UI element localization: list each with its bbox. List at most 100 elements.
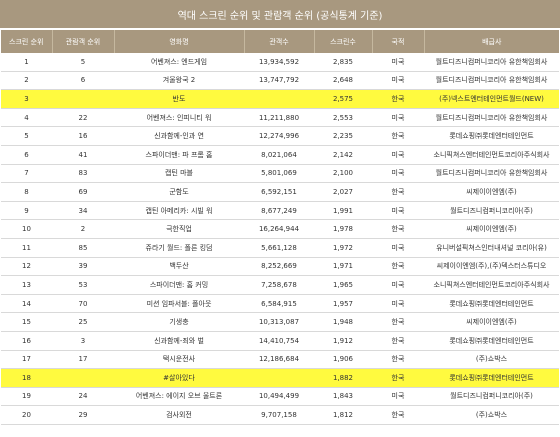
distributor-cell: 롯데쇼핑㈜롯데엔터테인먼트 xyxy=(449,336,534,345)
movie-title-cell: 쥬라기 월드: 폴른 킹덤 xyxy=(145,243,213,252)
screen-count-cell: 1,843 xyxy=(332,392,354,401)
audience-count-cell xyxy=(244,368,314,388)
audience-rank-cell: 22 xyxy=(78,113,88,122)
movie-title-cell: 어벤져스: 엔드게임 xyxy=(150,57,208,66)
screen-count-cell: 1,957 xyxy=(332,299,354,308)
table-row: 10 2 극한직업 16,264,944 1,978 한국 씨제이이엔엠(주) xyxy=(1,220,559,239)
audience-count-cell: 5,801,069 xyxy=(261,169,297,178)
audience-count-cell: 8,252,669 xyxy=(261,262,297,271)
movie-title-cell: 캡틴 마블 xyxy=(165,169,193,178)
audience-count-cell: 8,677,249 xyxy=(261,206,297,215)
screen-rank-cell: 3 xyxy=(1,89,52,109)
screen-rank-cell: 18 xyxy=(1,368,52,388)
col-header-audience-rank: 관람객 순위 xyxy=(51,30,114,53)
movie-title-cell: 신과함께-죄와 벌 xyxy=(154,336,204,345)
table-row: 16 3 신과함께-죄와 벌 14,410,754 1,912 한국 롯데쇼핑㈜롯데엔터테인… xyxy=(1,331,559,350)
audience-count-cell: 6,592,151 xyxy=(261,187,297,196)
movie-title-cell: 검사외전 xyxy=(166,411,192,420)
audience-rank-cell xyxy=(52,89,114,109)
audience-rank-cell: 3 xyxy=(80,336,86,345)
screen-count-cell: 2,553 xyxy=(332,113,354,122)
country-cell: 미국 xyxy=(391,392,405,401)
country-cell: 한국 xyxy=(391,132,405,141)
table-row: 15 25 기생충 10,313,087 1,948 한국 씨제이이엔엠(주) xyxy=(1,313,559,332)
country-cell: 한국 xyxy=(391,336,405,345)
table-row: 12 39 백두산 8,252,669 1,971 한국 씨제이이엔엠(주),(주)덱스터스… xyxy=(1,257,559,276)
table-row: 2 6 겨울왕국 2 13,747,792 2,648 미국 월트디즈니컴퍼니코리아 유한책… xyxy=(1,71,559,90)
audience-count-cell: 10,494,499 xyxy=(258,392,300,401)
audience-rank-cell: 29 xyxy=(78,411,88,420)
screen-count-cell: 1,812 xyxy=(332,411,354,420)
distributor-cell: 소니픽쳐스엔터테인먼트코리아주식회사 xyxy=(433,280,550,289)
audience-rank-cell: 17 xyxy=(78,355,88,364)
screen-count-cell: 1,978 xyxy=(332,225,354,234)
screen-rank-cell: 14 xyxy=(22,299,31,308)
screen-count-cell: 1,972 xyxy=(332,243,354,252)
screen-count-cell: 2,575 xyxy=(314,89,372,109)
screen-rank-cell: 11 xyxy=(22,243,31,252)
table-row: 13 53 스파이더맨: 홈 커밍 7,258,678 1,965 미국 소니픽쳐스엔터테인… xyxy=(1,276,559,295)
audience-count-cell: 13,747,792 xyxy=(258,76,300,85)
screen-rank-cell: 5 xyxy=(24,132,29,141)
audience-count-cell xyxy=(244,89,314,109)
audience-rank-cell: 16 xyxy=(78,132,88,141)
audience-rank-cell: 5 xyxy=(80,57,86,66)
distributor-cell: 월트디즈니컴퍼니코리아 유한책임회사 xyxy=(435,169,548,178)
audience-count-cell: 14,410,754 xyxy=(258,336,300,345)
distributor-cell: 롯데쇼핑㈜롯데엔터테인먼트 xyxy=(449,299,534,308)
audience-count-cell: 12,274,996 xyxy=(258,132,300,141)
table-row: 17 17 택시운전사 12,186,684 1,906 한국 (주)쇼박스 xyxy=(1,350,559,369)
audience-rank-cell: 70 xyxy=(78,299,88,308)
country-cell: 한국 xyxy=(391,411,405,420)
movie-title-cell: 반도 xyxy=(114,89,244,109)
country-cell: 미국 xyxy=(391,243,405,252)
table-row: 8 69 군함도 6,592,151 2,027 한국 씨제이이엔엠(주) xyxy=(1,183,559,202)
table-row: 7 83 캡틴 마블 5,801,069 2,100 미국 월트디즈니컴퍼니코리아 유한책임… xyxy=(1,164,559,183)
movie-title-cell: 기생충 xyxy=(169,318,189,327)
movie-title-cell: 캡틴 아메리카: 시빌 워 xyxy=(145,206,213,215)
movie-title-cell: #살아있다 xyxy=(114,368,244,388)
audience-rank-cell: 24 xyxy=(78,392,88,401)
audience-count-cell: 7,258,678 xyxy=(261,280,297,289)
country-cell: 미국 xyxy=(391,280,405,289)
screen-rank-cell: 9 xyxy=(24,206,29,215)
country-cell: 미국 xyxy=(391,150,405,159)
audience-count-cell: 9,707,158 xyxy=(261,411,297,420)
col-header-screen-rank: 스크린 순위 xyxy=(1,30,52,53)
country-cell: 미국 xyxy=(391,76,405,85)
distributor-cell: 월트디즈니컴퍼니코리아(주) xyxy=(450,206,533,215)
audience-rank-cell: 6 xyxy=(80,76,86,85)
screen-count-cell: 2,835 xyxy=(332,57,354,66)
screen-rank-cell: 6 xyxy=(24,150,29,159)
audience-count-cell: 11,211,880 xyxy=(258,113,300,122)
table-row: 3 반도 2,575 한국 (주)넥스트엔터테인먼트월드(NEW) xyxy=(1,89,559,109)
col-header-audience-count: 관객수 xyxy=(243,30,314,53)
screen-count-cell: 1,971 xyxy=(332,262,354,271)
screen-count-cell: 2,235 xyxy=(332,132,354,141)
movie-title-cell: 스파이더맨: 홈 커밍 xyxy=(149,280,209,289)
audience-count-cell: 16,264,944 xyxy=(258,225,300,234)
col-header-country: 국적 xyxy=(371,30,424,53)
country-cell: 미국 xyxy=(391,299,405,308)
screen-rank-cell: 4 xyxy=(24,113,29,122)
screen-count-cell: 2,027 xyxy=(332,187,354,196)
screen-count-cell: 1,882 xyxy=(314,368,372,388)
movie-title-cell: 극한직업 xyxy=(166,225,192,234)
screen-rank-cell: 20 xyxy=(22,411,31,420)
distributor-cell: 월트디즈니컴퍼니코리아 유한책임회사 xyxy=(435,76,548,85)
country-cell: 미국 xyxy=(391,206,405,215)
distributor-cell: 유니버설픽쳐스인터내셔널 코리아(유) xyxy=(436,243,547,252)
table-row: 20 29 검사외전 9,707,158 1,812 한국 (주)쇼박스 xyxy=(1,406,559,425)
country-cell: 미국 xyxy=(391,169,405,178)
screen-rank-cell: 17 xyxy=(22,355,31,364)
audience-rank-cell xyxy=(52,368,114,388)
screen-count-cell: 1,948 xyxy=(332,318,354,327)
audience-rank-cell: 39 xyxy=(78,262,88,271)
table-title: 역대 스크린 순위 및 관람객 순위 (공식통계 기준) xyxy=(0,0,560,28)
table-row: 11 85 쥬라기 월드: 폴른 킹덤 5,661,128 1,972 미국 유니버설픽쳐스… xyxy=(1,238,559,258)
distributor-cell: 월트디즈니컴퍼니코리아 유한책임회사 xyxy=(435,113,548,122)
table-row: 4 22 어벤져스: 인피니티 워 11,211,880 2,553 미국 월트디즈니컴퍼니… xyxy=(1,108,559,127)
table-row: 9 34 캡틴 아메리카: 시빌 워 8,677,249 1,991 미국 월트디즈니컴퍼니… xyxy=(1,201,559,220)
screen-rank-cell: 12 xyxy=(22,262,31,271)
screen-count-cell: 1,912 xyxy=(332,336,354,345)
